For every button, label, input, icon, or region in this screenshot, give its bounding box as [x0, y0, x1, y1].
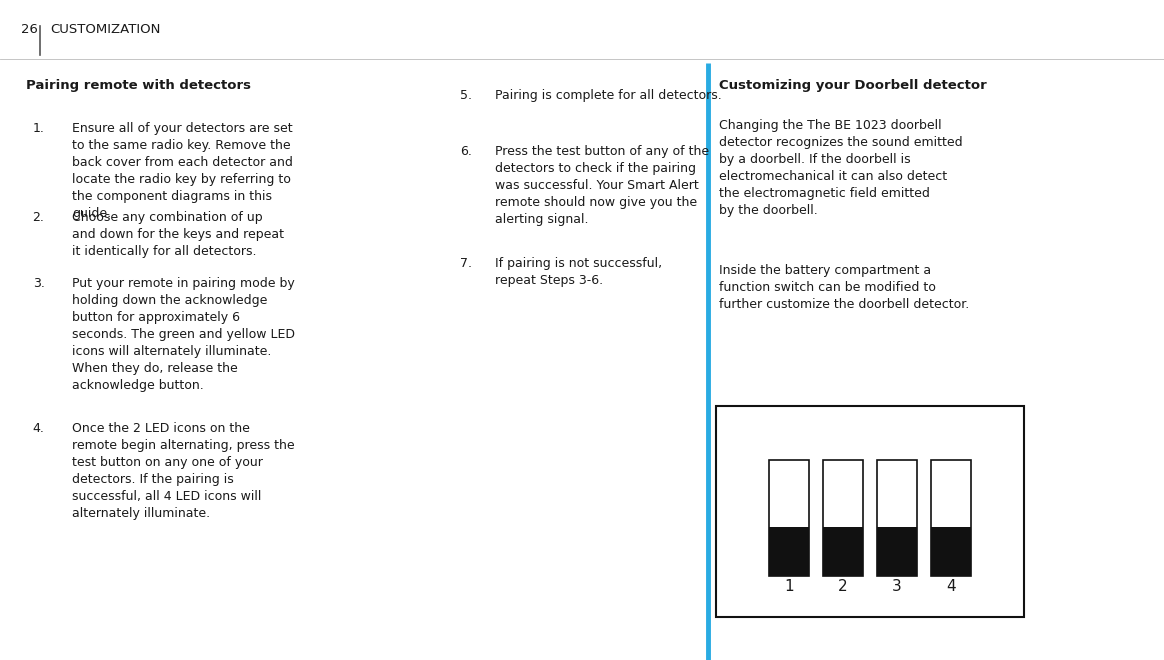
Bar [931, 527, 971, 576]
Bar [823, 459, 864, 576]
Text: CUSTOMIZATION: CUSTOMIZATION [50, 23, 161, 36]
Text: If pairing is not successful,
repeat Steps 3-6.: If pairing is not successful, repeat Ste… [495, 257, 662, 287]
Text: 4.: 4. [33, 422, 44, 436]
Bar [769, 459, 809, 576]
Text: 5.: 5. [460, 89, 471, 102]
Text: 6.: 6. [460, 145, 471, 158]
Text: Ensure all of your detectors are set
to the same radio key. Remove the
back cove: Ensure all of your detectors are set to … [72, 122, 293, 220]
Text: 3.: 3. [33, 277, 44, 290]
Bar [931, 459, 971, 576]
Bar [823, 527, 864, 576]
Text: Choose any combination of up
and down for the keys and repeat
it identically for: Choose any combination of up and down fo… [72, 211, 284, 258]
Text: Customizing your Doorbell detector: Customizing your Doorbell detector [719, 79, 987, 92]
Text: 4: 4 [946, 579, 956, 594]
Text: Inside the battery compartment a
function switch can be modified to
further cust: Inside the battery compartment a functio… [719, 264, 970, 311]
Text: Pairing remote with detectors: Pairing remote with detectors [26, 79, 250, 92]
Text: 26: 26 [21, 23, 37, 36]
Text: Once the 2 LED icons on the
remote begin alternating, press the
test button on a: Once the 2 LED icons on the remote begin… [72, 422, 294, 520]
Text: 2.: 2. [33, 211, 44, 224]
Bar [876, 459, 917, 576]
Text: 1.: 1. [33, 122, 44, 135]
Text: 3: 3 [892, 579, 902, 594]
Bar [769, 527, 809, 576]
Text: Put your remote in pairing mode by
holding down the acknowledge
button for appro: Put your remote in pairing mode by holdi… [72, 277, 296, 392]
Text: 1: 1 [785, 579, 794, 594]
Text: Changing the The BE 1023 doorbell
detector recognizes the sound emitted
by a doo: Changing the The BE 1023 doorbell detect… [719, 119, 963, 216]
Text: 2: 2 [838, 579, 847, 594]
FancyBboxPatch shape [716, 406, 1024, 617]
Bar [876, 527, 917, 576]
Text: 7.: 7. [460, 257, 471, 271]
Text: Pairing is complete for all detectors.: Pairing is complete for all detectors. [495, 89, 722, 102]
Text: Press the test button of any of the
detectors to check if the pairing
was succes: Press the test button of any of the dete… [495, 145, 709, 226]
